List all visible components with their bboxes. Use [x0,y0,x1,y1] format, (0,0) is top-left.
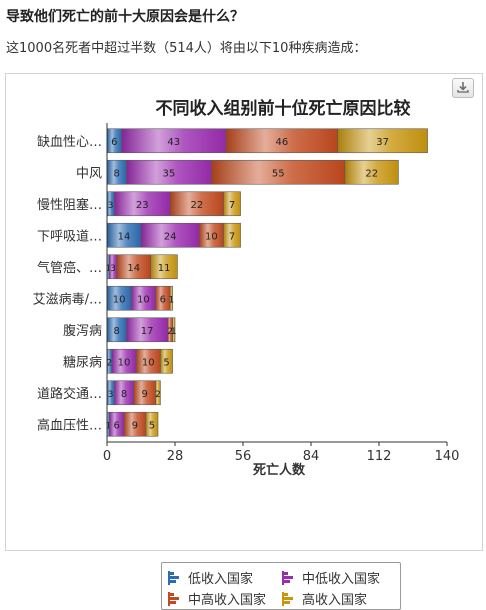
legend-item[interactable]: 中低收入国家 [282,568,380,587]
bar-value-label: 1 [105,421,111,431]
x-tick-label: 56 [235,449,252,464]
category-label: 高血压性… [37,417,102,433]
bar-segment[interactable] [344,159,399,185]
legend-label: 中高收入国家 [188,593,267,608]
bar-segment[interactable] [145,411,159,437]
bar-segment[interactable] [223,222,241,248]
bar-segment[interactable] [111,348,137,374]
chart-container: 不同收入组别前十位死亡原因比较 6 43 46 37 8 35 55 22 3 23 22 7 14 24… [5,73,483,610]
bar-value-label: 7 [229,231,235,242]
bar-value-label: 9 [132,420,138,431]
bar-value-label: 22 [365,168,378,179]
bar-value-label: 1 [171,327,177,337]
category-label: 气管癌、… [37,260,102,276]
legend-item[interactable]: 高收入国家 [282,589,367,608]
bar-value-label: 5 [149,420,155,431]
bar-value-label: 6 [111,137,117,148]
bar-value-label: 3 [108,201,114,211]
bar-segment[interactable] [135,348,161,374]
bar-value-label: 43 [167,137,180,148]
legend-label: 高收入国家 [302,593,368,608]
bar-segment[interactable] [169,285,173,311]
bar-value-label: 10 [118,357,131,368]
bar-value-label: 3 [110,264,116,274]
legend-swatch [168,570,179,585]
page-heading: 导致他们死亡的前十大原因会是什么？ [6,9,244,25]
bar-value-label: 8 [114,326,120,337]
bar-segment[interactable] [225,128,339,154]
category-label: 糖尿病 [63,354,102,370]
bar-value-label: 55 [272,168,285,179]
bar-value-label: 10 [137,294,150,305]
x-tick-label: 112 [367,449,392,464]
legend-item[interactable]: 中高收入国家 [168,589,266,608]
x-tick-label: 28 [167,449,184,464]
bar-value-label: 6 [160,294,166,305]
legend-item[interactable]: 低收入国家 [168,568,253,587]
legend-label: 低收入国家 [188,572,254,587]
bar-value-label: 2 [167,327,173,337]
category-label: 下呼吸道… [37,229,102,244]
bar-value-label: 14 [118,231,131,242]
bar-segment[interactable] [116,254,152,280]
export-button[interactable] [452,78,474,98]
bar-segment[interactable] [172,317,176,343]
bar-segment[interactable] [126,159,212,185]
bar-value-label: 7 [229,200,235,211]
bar-segment[interactable] [223,191,241,217]
bar-value-label: 5 [163,357,169,368]
category-label: 艾滋病毒/… [33,292,102,307]
x-axis-label: 死亡人数 [253,462,306,478]
bar-value-label: 35 [163,168,176,179]
bar-value-label: 11 [158,263,171,274]
bar-value-label: 1 [168,295,174,305]
bar-value-label: 8 [114,168,120,179]
chart-title: 不同收入组别前十位死亡原因比较 [156,98,411,119]
bar-value-label: 24 [164,231,177,242]
bar-value-label: 10 [142,357,155,368]
bar-value-label: 23 [136,200,149,211]
category-label: 腹泻病 [63,323,102,339]
bar-value-label: 22 [190,200,203,211]
chart-legend: 低收入国家 中低收入国家中高收入国家 高收入国家 [161,562,401,610]
bar-value-label: 8 [121,389,127,400]
x-tick-label: 0 [103,449,111,464]
download-icon [456,79,470,98]
x-tick-label: 84 [303,449,320,464]
bar-value-label: 37 [376,137,389,148]
bar-segment[interactable] [160,348,173,374]
bar-segment[interactable] [121,128,227,154]
bar-segment[interactable] [130,285,156,311]
bar-value-label: 3 [108,390,114,400]
bar-segment[interactable] [113,191,171,217]
bar-value-label: 46 [275,137,288,148]
bar-value-label: 10 [113,294,126,305]
chart-svg: 不同收入组别前十位死亡原因比较 6 43 46 378 35 55 223 23 22 714 24… [33,98,460,478]
bar-value-label: 2 [155,390,161,400]
legend-swatch [282,591,293,606]
bar-segment[interactable] [150,254,178,280]
bar-segment[interactable] [169,191,224,217]
category-label: 慢性阻塞… [37,197,102,213]
bar-value-label: 1 [105,264,111,274]
bar-segment[interactable] [106,222,142,248]
category-label: 道路交通… [37,386,102,402]
bar-segment[interactable] [337,128,428,154]
bar-segment[interactable] [155,380,161,406]
bar-value-label: 2 [107,358,113,368]
legend-swatch [168,591,179,606]
bar-value-label: 6 [114,420,120,431]
bar-value-label: 14 [127,263,140,274]
bar-value-label: 17 [141,326,154,337]
bar-segment[interactable] [211,159,346,185]
x-tick-label: 140 [435,449,460,464]
legend-swatch [282,570,293,585]
legend-label: 中低收入国家 [302,572,381,587]
intro-text: 这1000名死者中超过半数（514人）将由以下10种疾病造成： [6,41,367,56]
bar-segment[interactable] [140,222,200,248]
category-label: 缺血性心… [37,135,102,150]
bar-value-label: 9 [141,389,147,400]
bar-value-label: 10 [205,231,218,242]
category-label: 中风 [76,166,102,181]
